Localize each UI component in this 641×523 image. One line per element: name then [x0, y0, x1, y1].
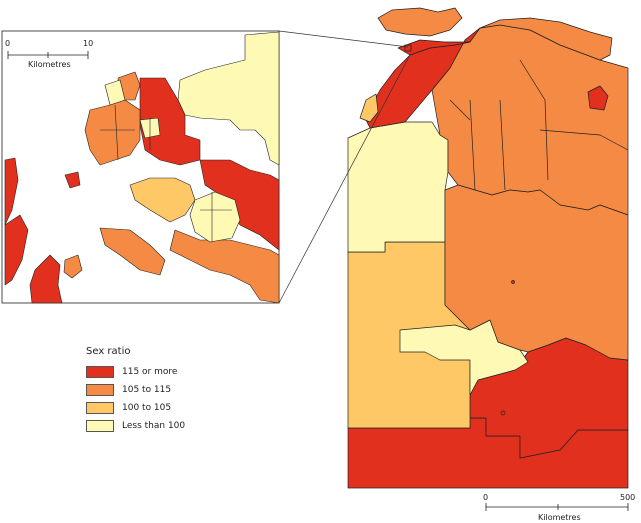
- legend-swatch: [86, 420, 114, 432]
- main-map: [347, 7, 629, 489]
- inset-boundary-lines: [100, 104, 232, 242]
- region-north-red: [364, 27, 481, 129]
- inset-region-island-red: [64, 171, 81, 189]
- region-groote-eylandt: [587, 85, 609, 111]
- boundary-lines: [449, 59, 629, 191]
- legend-label: 105 to 115: [122, 385, 172, 395]
- region-arnhem: [479, 17, 613, 61]
- inset-connector: [278, 30, 412, 304]
- region-coast-light: [359, 93, 379, 123]
- legend-item: Less than 100: [86, 417, 226, 435]
- main-scale-min: 0: [483, 493, 489, 502]
- inset-region-mid-red: [139, 77, 201, 166]
- inset-region-left-red: [4, 157, 19, 226]
- inset-scale-unit: Kilometres: [28, 60, 71, 69]
- inset-region-south-orange: [99, 227, 166, 276]
- legend-item: 100 to 105: [86, 399, 226, 417]
- inset-scale-max: 10: [83, 39, 94, 48]
- inset-region-bottom-red: [29, 254, 63, 304]
- legend-label: Less than 100: [122, 421, 186, 431]
- region-top-end-red: [397, 39, 471, 56]
- region-tiwi-islands: [377, 7, 463, 37]
- legend-label: 100 to 105: [122, 403, 172, 413]
- inset-map: [1, 30, 629, 511]
- inset-scale-bar: [7, 51, 89, 59]
- inset-region-sw-red: [4, 214, 29, 286]
- main-scale-max: 500: [620, 493, 636, 502]
- legend-title: Sex ratio: [86, 346, 131, 357]
- legend-swatch: [86, 402, 114, 414]
- inset-region-east-orange: [169, 229, 280, 304]
- region-dot: [511, 280, 515, 284]
- region-southeast: [469, 337, 629, 459]
- inset-region-island-orange: [63, 254, 83, 279]
- legend: Sex ratio 115 or more 105 to 115 100 to …: [86, 346, 226, 435]
- region-dot: [500, 410, 506, 416]
- region-west-light: [347, 121, 449, 253]
- inset-region-suburb-light: [189, 191, 241, 243]
- main-scale-unit: Kilometres: [538, 513, 581, 522]
- inset-scale-min: 0: [5, 39, 11, 48]
- legend-label: 115 or more: [122, 367, 178, 377]
- inset-region-light-block: [104, 79, 126, 106]
- region-lower-orange: [444, 184, 629, 361]
- inset-region-ne-light: [177, 31, 280, 166]
- legend-swatch: [86, 366, 114, 378]
- legend-swatch: [86, 384, 114, 396]
- legend-item: 105 to 115: [86, 381, 226, 399]
- legend-item: 115 or more: [86, 363, 226, 381]
- main-scale-bar: [485, 503, 629, 511]
- inset-region-central-mid: [129, 177, 196, 223]
